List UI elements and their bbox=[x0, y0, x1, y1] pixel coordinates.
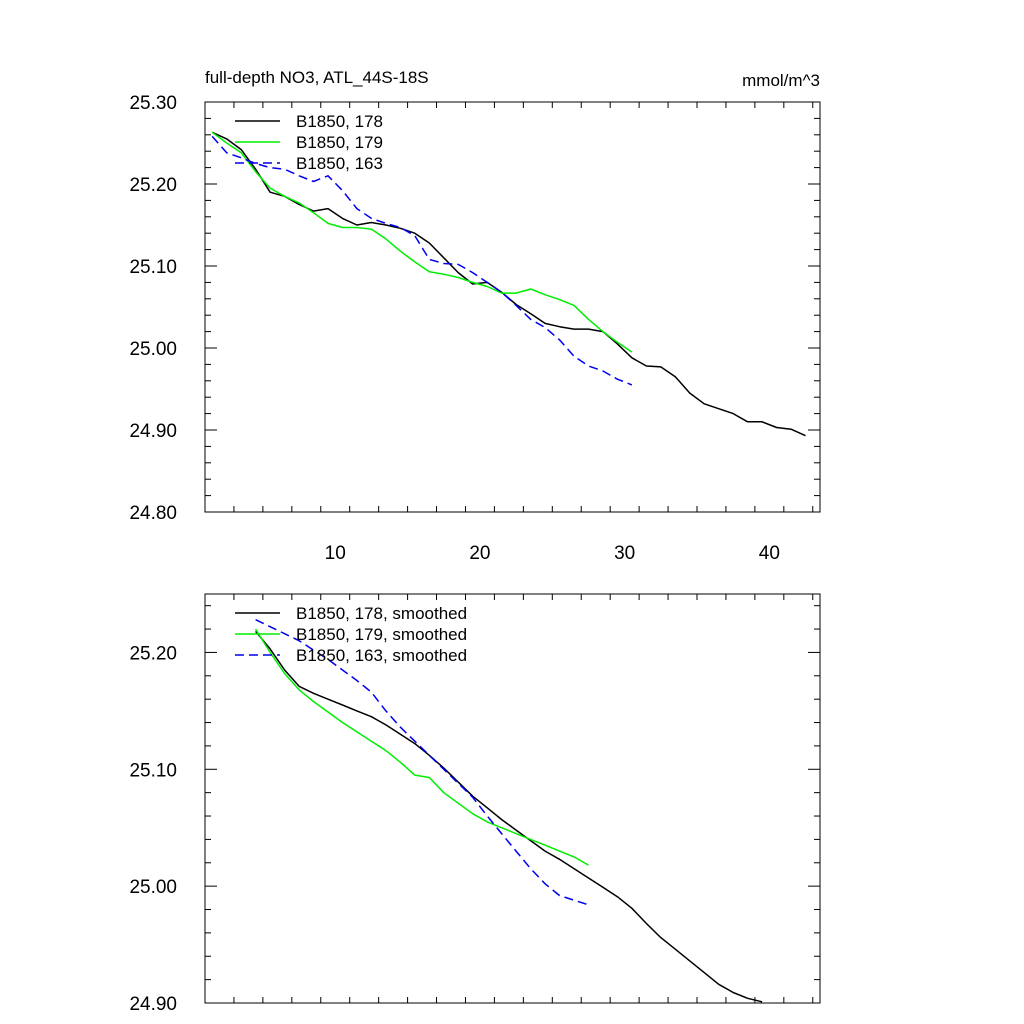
y-tick-label: 24.90 bbox=[129, 994, 177, 1015]
y-tick-label: 25.00 bbox=[129, 877, 177, 898]
y-tick-label: 24.90 bbox=[129, 421, 177, 442]
bottom-chart-panel: 24.90 25.00 25.10 25.20 B1850, 178, smoothed… bbox=[129, 593, 821, 1015]
legend-label: B1850, 163, smoothed bbox=[296, 646, 467, 665]
chart-title: full-depth NO3, ATL_44S-18S bbox=[205, 68, 429, 87]
x-tick-label: 30 bbox=[614, 543, 635, 564]
legend-label: B1850, 163 bbox=[296, 154, 383, 173]
x-tick-label: 40 bbox=[759, 543, 780, 564]
series-line-b1850-178-smoothed bbox=[255, 630, 763, 1003]
y-tick-label: 25.00 bbox=[129, 339, 177, 360]
series-line-b1850-179-smoothed bbox=[254, 628, 589, 866]
top-chart-panel: full-depth NO3, ATL_44S-18S mmol/m^3 24.… bbox=[129, 68, 821, 564]
series-line-b1850-163-smoothed bbox=[255, 619, 589, 906]
x-tick-label: 10 bbox=[325, 543, 346, 564]
units-label: mmol/m^3 bbox=[742, 71, 820, 90]
series-line-b1850-163 bbox=[211, 135, 633, 386]
y-tick-label: 25.10 bbox=[129, 760, 177, 781]
y-tick-label: 25.20 bbox=[129, 643, 177, 664]
series-line-b1850-179 bbox=[211, 131, 633, 353]
y-tick-label: 25.20 bbox=[129, 175, 177, 196]
y-tick-label: 24.80 bbox=[129, 503, 177, 524]
legend-label: B1850, 179 bbox=[296, 133, 383, 152]
y-tick-label: 25.30 bbox=[129, 93, 177, 114]
plot-frame bbox=[204, 593, 821, 1004]
legend-label: B1850, 179, smoothed bbox=[296, 625, 467, 644]
plot-frame bbox=[204, 101, 821, 513]
series-line-b1850-178 bbox=[211, 131, 806, 437]
legend-label: B1850, 178, smoothed bbox=[296, 604, 467, 623]
x-tick-label: 20 bbox=[469, 543, 490, 564]
legend-label: B1850, 178 bbox=[296, 112, 383, 131]
y-tick-label: 25.10 bbox=[129, 257, 177, 278]
